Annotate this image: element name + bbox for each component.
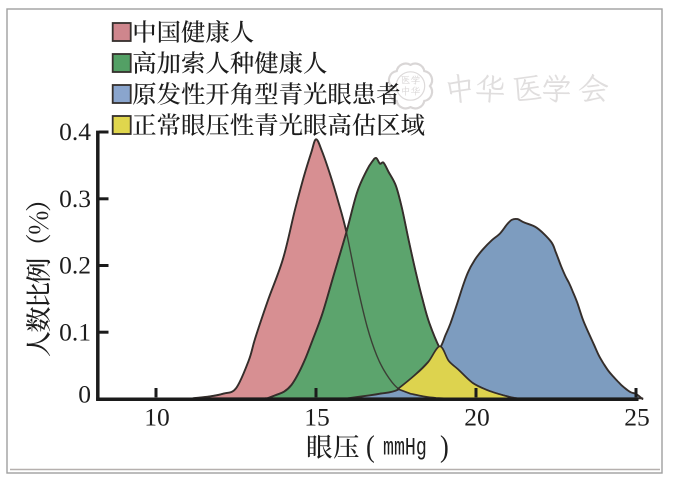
svg-text:0: 0 — [78, 380, 91, 409]
svg-text:0.3: 0.3 — [59, 184, 91, 213]
svg-text:15: 15 — [304, 403, 330, 432]
svg-text:mmHg: mmHg — [383, 434, 427, 463]
svg-text:0.1: 0.1 — [59, 317, 91, 346]
svg-text:25: 25 — [624, 403, 650, 432]
svg-text:(: ( — [366, 430, 375, 464]
svg-text:): ) — [440, 430, 449, 464]
svg-text:10: 10 — [144, 403, 170, 432]
svg-text:0.4: 0.4 — [59, 117, 91, 146]
svg-text:20: 20 — [464, 403, 490, 432]
svg-text:0.2: 0.2 — [59, 251, 91, 280]
